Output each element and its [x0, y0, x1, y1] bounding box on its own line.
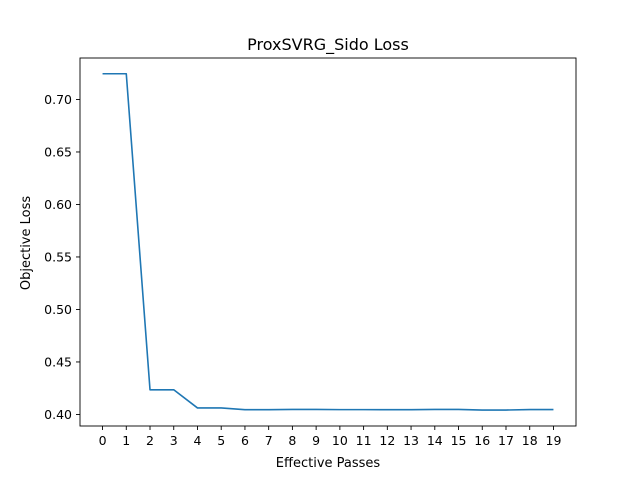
x-tick-label: 16 [474, 433, 490, 448]
y-tick-label: 0.45 [44, 354, 72, 369]
x-tick-label: 18 [522, 433, 538, 448]
y-tick-label: 0.70 [44, 92, 72, 107]
x-tick-label: 0 [99, 433, 107, 448]
y-tick-label: 0.60 [44, 197, 72, 212]
x-tick-label: 10 [332, 433, 348, 448]
axes-frame [79, 57, 577, 427]
x-tick-label: 8 [288, 433, 296, 448]
x-tick-label: 15 [451, 433, 467, 448]
x-tick-label: 4 [193, 433, 201, 448]
x-tick-label: 19 [546, 433, 562, 448]
x-tick-label: 5 [217, 433, 225, 448]
x-tick-label: 6 [241, 433, 249, 448]
y-tick-label: 0.65 [44, 144, 72, 159]
x-tick-label: 12 [379, 433, 395, 448]
x-tick-label: 1 [122, 433, 130, 448]
y-axis-label: Objective Loss [19, 196, 34, 291]
plot-area: 0 1 2 3 4 5 6 7 8 9 10 11 12 13 14 15 16 17 18 190.400.450.… [44, 57, 577, 448]
x-tick-label: 2 [146, 433, 154, 448]
x-tick-label: 9 [312, 433, 320, 448]
series-line [102, 72, 554, 411]
x-axis-label: Effective Passes [276, 456, 381, 471]
x-tick-label: 3 [170, 433, 178, 448]
x-tick-label: 11 [356, 433, 372, 448]
chart-title: ProxSVRG_Sido Loss [247, 35, 409, 55]
x-tick-label: 7 [265, 433, 273, 448]
y-tick-label: 0.50 [44, 302, 72, 317]
y-tick-label: 0.55 [44, 249, 72, 264]
x-tick-label: 14 [427, 433, 443, 448]
x-tick-label: 17 [498, 433, 514, 448]
y-tick-label: 0.40 [44, 407, 72, 422]
x-tick-label: 13 [403, 433, 419, 448]
